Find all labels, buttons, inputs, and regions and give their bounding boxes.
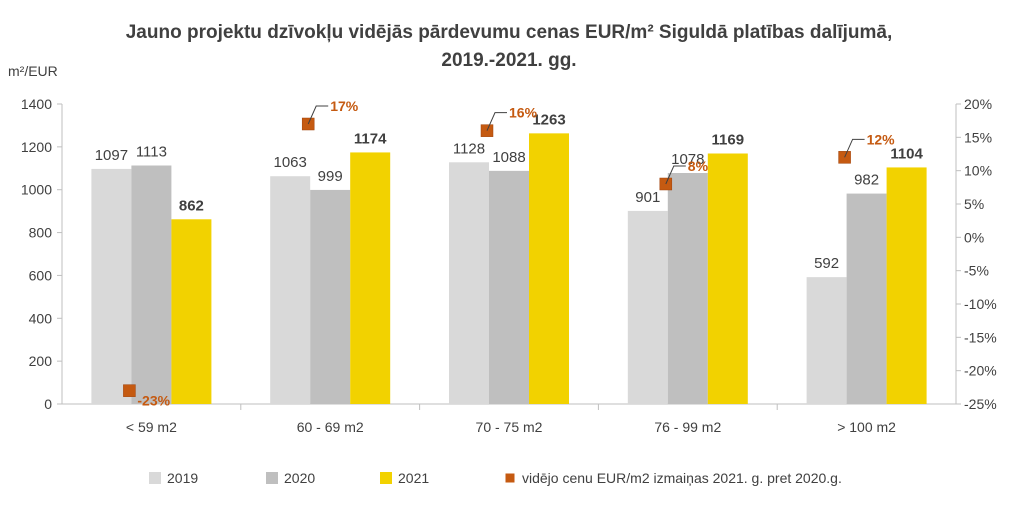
bar-2019 [627, 210, 668, 404]
legend: 2019 2020 2021 vidējo cenu EUR/m2 izmaiņas … [149, 470, 842, 486]
data-label-2020: 1088 [492, 149, 525, 166]
data-label-2019: 1128 [453, 140, 485, 157]
data-label-2020: 999 [318, 168, 343, 185]
y-tick-label: 600 [29, 267, 53, 283]
legend-label: 2021 [398, 470, 429, 486]
y-tick-label: 800 [29, 225, 53, 241]
data-label-2019: 901 [635, 189, 660, 206]
bar-2021 [350, 152, 391, 404]
data-label-2021: 1174 [354, 130, 387, 147]
y-tick-label: 1400 [21, 96, 52, 112]
y-tick-label: 400 [29, 310, 53, 326]
data-label-2021: 1263 [532, 111, 565, 128]
bar-2021 [886, 167, 927, 404]
y-tick-label: 0 [44, 396, 52, 412]
x-tick-label: 60 - 69 m2 [297, 419, 364, 435]
chart-title-line1: Jauno projektu dzīvokļu vidējās pārdevum… [126, 22, 893, 43]
change-leader-line [665, 165, 686, 185]
bar-2020 [131, 165, 172, 404]
y2-tick-label: 0% [964, 229, 984, 245]
bar-2020 [667, 173, 708, 404]
bar-2019 [806, 277, 847, 404]
change-label: -23% [137, 393, 170, 409]
data-label-2021: 1104 [890, 145, 923, 162]
data-label-2019: 592 [814, 255, 839, 272]
data-label-2020: 1078 [671, 151, 704, 168]
y2-tick-label: -5% [964, 263, 989, 279]
bar-2020 [846, 193, 887, 404]
chart-title-line2: 2019.-2021. gg. [441, 50, 576, 71]
y2-tick-label: 5% [964, 196, 984, 212]
change-leader-line [307, 105, 329, 125]
y-axis-label: m²/EUR [8, 63, 58, 79]
change-label: 16% [509, 105, 538, 121]
y2-tick-label: -15% [964, 329, 997, 345]
data-label-2020: 1113 [136, 144, 167, 161]
bar-2019 [270, 176, 311, 404]
legend-swatch [266, 472, 278, 484]
bar-2021 [171, 219, 212, 404]
legend-label: 2019 [167, 470, 198, 486]
y-tick-label: 1000 [21, 182, 52, 198]
change-leader-line [844, 138, 865, 158]
data-label-2020: 982 [854, 172, 879, 189]
y2-tick-label: 10% [964, 163, 992, 179]
change-label: 12% [867, 131, 896, 147]
bar-2021 [529, 133, 569, 404]
legend-swatch [505, 473, 515, 483]
y2-tick-label: -25% [964, 396, 997, 412]
x-tick-label: > 100 m2 [837, 419, 896, 435]
y-tick-label: 1200 [21, 139, 52, 155]
change-label: 8% [688, 158, 709, 174]
legend-label: vidējo cenu EUR/m2 izmaiņas 2021. g. pre… [522, 470, 842, 486]
data-label-2019: 1097 [95, 147, 128, 164]
plot-area: 0 200 400 600 800 1000 1200 1400 -25% -20% -15% -10… [21, 96, 997, 435]
y2-tick-label: 20% [964, 96, 992, 112]
x-tick-label: 76 - 99 m2 [654, 419, 721, 435]
bar-2020 [310, 189, 351, 404]
change-leader-line [486, 112, 507, 131]
y2-tick-label: -10% [964, 296, 997, 312]
change-label: 17% [330, 98, 359, 114]
y2-tick-label: -20% [964, 363, 997, 379]
y-tick-label: 200 [29, 353, 53, 369]
legend-swatch [380, 472, 392, 484]
x-tick-label: 70 - 75 m2 [476, 419, 543, 435]
y2-tick-label: 15% [964, 129, 992, 145]
change-marker [123, 384, 136, 397]
bar-2019 [449, 162, 489, 404]
bar-2020 [489, 170, 529, 404]
legend-label: 2020 [284, 470, 315, 486]
data-label-2021: 862 [179, 197, 204, 214]
data-label-2019: 1063 [274, 154, 307, 171]
data-label-2021: 1169 [712, 132, 745, 149]
bar-2021 [707, 153, 748, 404]
legend-swatch [149, 472, 161, 484]
bar-2019 [91, 168, 132, 404]
x-tick-label: < 59 m2 [126, 419, 177, 435]
